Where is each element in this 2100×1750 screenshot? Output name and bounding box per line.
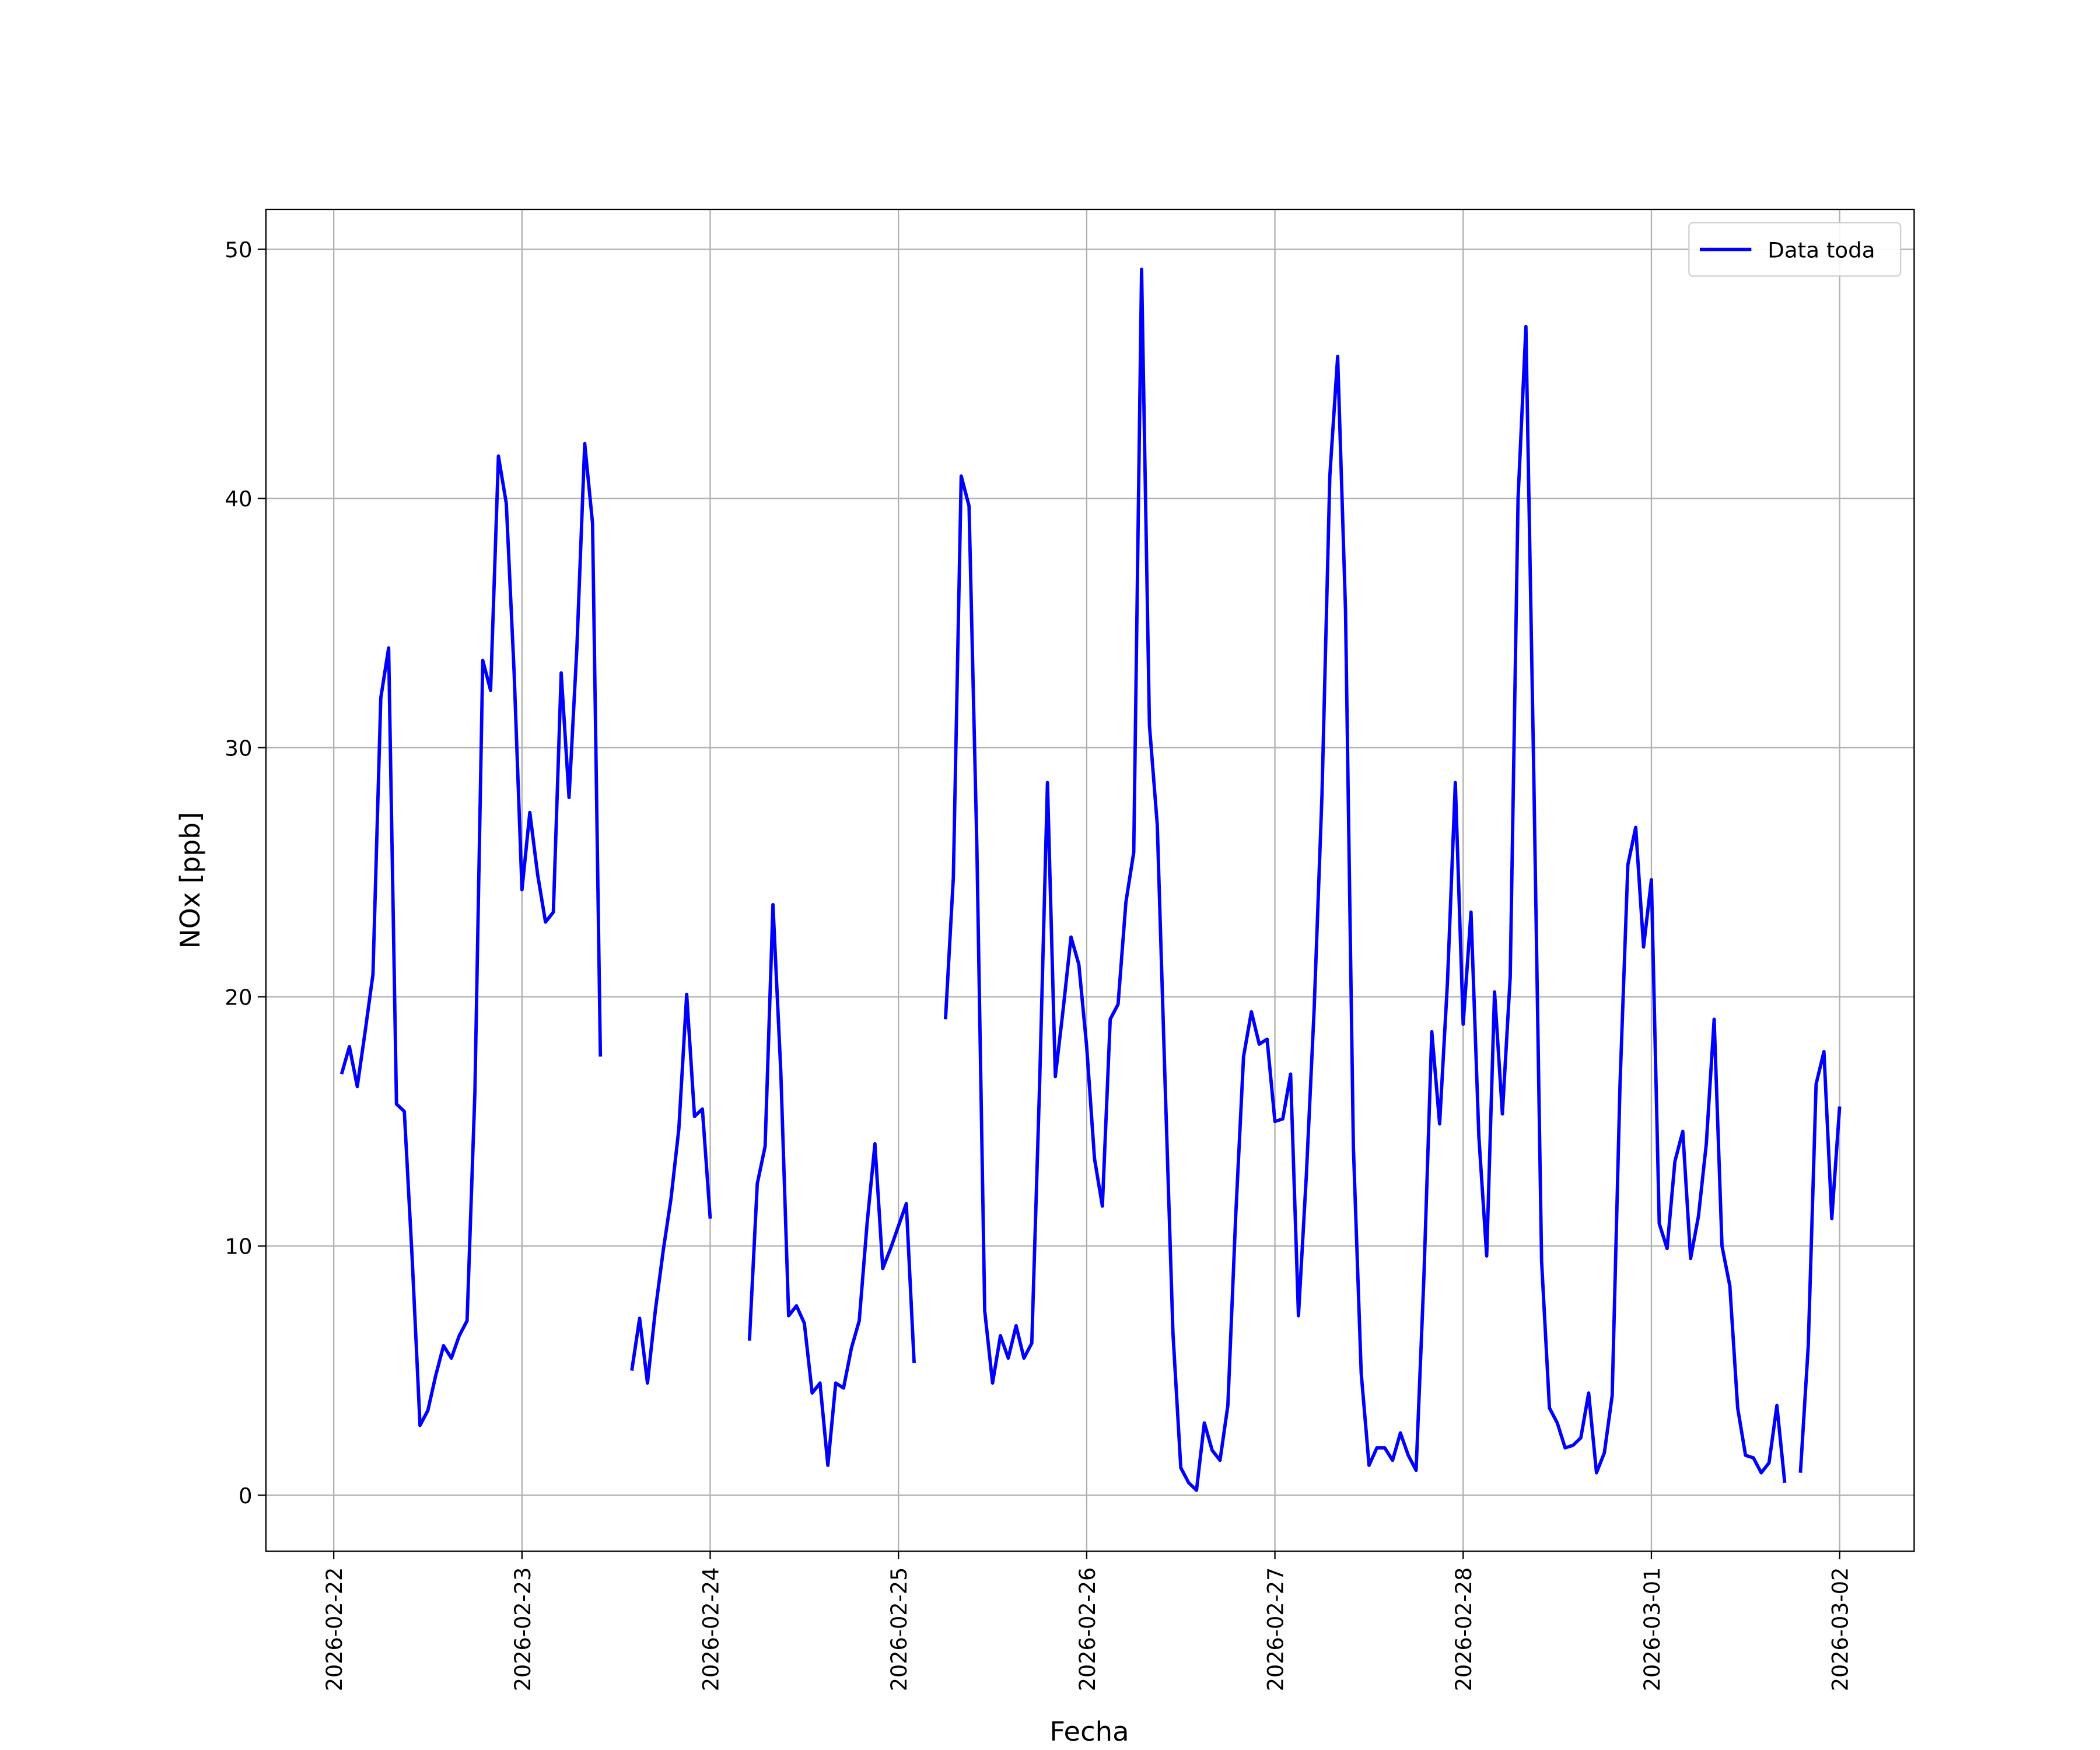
- y-axis-label: NOx [ppb]: [174, 812, 205, 949]
- legend-box: [1688, 222, 1902, 277]
- x-tick-label: 2026-02-26: [1075, 1567, 1100, 1691]
- x-axis-label: Fecha: [1049, 1716, 1129, 1747]
- plot-frame: [265, 208, 1915, 1552]
- y-tick-label: 20: [225, 985, 252, 1010]
- y-tick-label: 30: [225, 736, 252, 761]
- x-tick-label: 2026-02-23: [510, 1567, 535, 1691]
- legend-label: Data toda: [1768, 238, 1875, 263]
- x-tick-label: 2026-02-28: [1451, 1567, 1476, 1691]
- x-tick-label: 2026-03-02: [1828, 1567, 1853, 1691]
- y-tick-label: 10: [225, 1234, 252, 1259]
- x-tick-label: 2026-02-24: [698, 1567, 723, 1691]
- y-tick-label: 50: [225, 237, 252, 262]
- y-tick-label: 0: [239, 1483, 253, 1508]
- x-tick-label: 2026-02-27: [1263, 1567, 1288, 1691]
- x-tick-label: 2026-02-25: [887, 1567, 912, 1691]
- x-tick-label: 2026-02-22: [322, 1567, 347, 1691]
- data-line: [340, 267, 1842, 1492]
- y-tick-label: 40: [225, 487, 252, 512]
- x-tick-label: 2026-03-01: [1640, 1567, 1665, 1691]
